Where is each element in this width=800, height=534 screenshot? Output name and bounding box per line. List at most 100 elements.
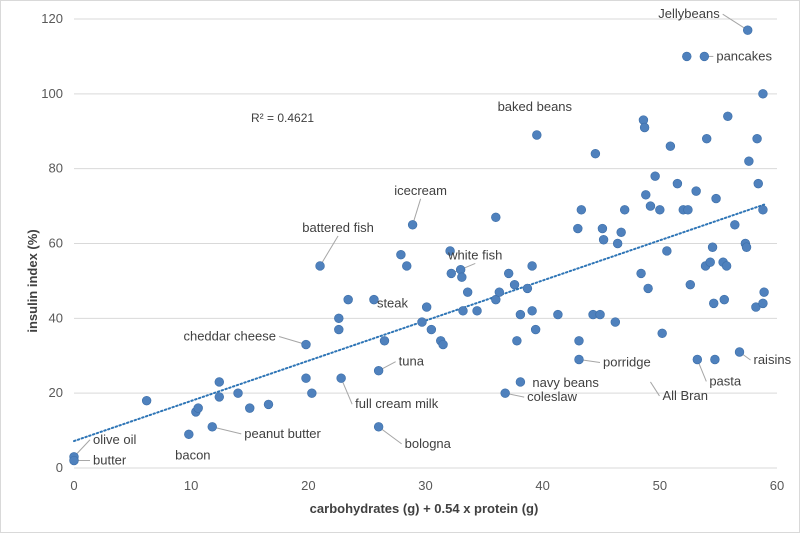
data-point <box>730 220 740 230</box>
data-point <box>530 324 541 335</box>
x-tick-label: 0 <box>70 478 77 493</box>
data-point <box>301 373 311 383</box>
data-point <box>417 317 427 327</box>
annotation-label: battered fish <box>302 220 374 235</box>
data-point <box>69 455 79 466</box>
data-point <box>214 392 224 402</box>
data-point <box>445 246 455 256</box>
annotations: Jellybeans pancakes baked beans icecream bat… <box>93 6 792 467</box>
data-point <box>457 272 467 282</box>
data-point <box>758 298 768 309</box>
data-point <box>515 309 526 320</box>
data-point <box>301 339 311 350</box>
data-point <box>758 205 768 215</box>
data-point <box>639 122 650 133</box>
leader-line <box>212 426 242 435</box>
data-point <box>657 328 667 338</box>
data-point <box>612 238 623 249</box>
annotation-label: tuna <box>399 354 425 369</box>
data-point <box>610 317 621 327</box>
data-point <box>662 246 672 256</box>
data-point <box>472 306 482 316</box>
data-point <box>665 141 676 151</box>
data-point <box>753 178 763 189</box>
annotation-label: pasta <box>709 373 742 388</box>
data-point <box>343 294 353 305</box>
data-point <box>214 377 224 387</box>
data-point <box>655 205 665 215</box>
data-point <box>515 377 526 387</box>
data-point <box>672 178 683 189</box>
data-point <box>503 268 514 279</box>
data-points <box>69 25 769 466</box>
data-point <box>336 373 346 383</box>
data-point <box>691 186 701 196</box>
data-point <box>527 306 537 316</box>
data-point <box>373 366 384 376</box>
data-point <box>369 294 379 305</box>
data-point <box>597 223 608 234</box>
data-point <box>307 388 317 398</box>
leader-line <box>319 235 339 267</box>
data-point <box>379 336 390 346</box>
data-point <box>744 156 754 166</box>
data-point <box>207 422 217 432</box>
data-point <box>532 130 542 140</box>
x-tick-label: 30 <box>418 478 432 493</box>
data-point <box>233 388 243 398</box>
data-point <box>527 261 537 271</box>
leader-line <box>340 378 353 405</box>
data-point <box>759 287 769 297</box>
leader-line <box>722 13 748 31</box>
annotation-label: full cream milk <box>355 396 439 411</box>
x-tick-labels: 0 10 20 30 40 50 60 <box>70 478 784 493</box>
data-point <box>692 354 703 365</box>
data-point <box>184 429 194 440</box>
annotation-label: white fish <box>447 247 502 262</box>
r-squared-label: R² = 0.4621 <box>251 111 314 125</box>
annotation-label: peanut butter <box>244 426 321 441</box>
data-point <box>373 422 384 432</box>
data-point <box>595 309 605 320</box>
data-point <box>402 261 412 271</box>
data-point <box>438 339 448 350</box>
annotation-label: bacon <box>175 447 210 462</box>
data-point <box>141 395 152 406</box>
annotation-label: icecream <box>394 183 447 198</box>
data-point <box>491 212 501 223</box>
y-tick-label: 0 <box>56 460 63 475</box>
data-point <box>743 25 753 35</box>
leader-line <box>650 381 660 397</box>
data-point <box>683 205 693 215</box>
data-point <box>574 336 584 346</box>
data-point <box>590 149 601 159</box>
annotation-label: pancakes <box>716 48 772 63</box>
y-tick-label: 80 <box>49 161 63 176</box>
data-point <box>709 298 719 309</box>
x-tick-label: 40 <box>535 478 549 493</box>
annotation-label: coleslaw <box>527 389 577 404</box>
annotation-label: butter <box>93 453 127 468</box>
x-tick-label: 10 <box>184 478 198 493</box>
data-point <box>494 287 505 297</box>
data-point <box>685 279 695 290</box>
data-point <box>553 309 563 320</box>
y-tick-labels: 0 20 40 60 80 100 120 <box>41 11 63 475</box>
data-point <box>396 250 406 260</box>
data-point <box>641 190 651 200</box>
y-tick-label: 120 <box>41 11 63 26</box>
data-point <box>446 268 456 279</box>
data-point <box>193 403 203 413</box>
data-point <box>650 171 660 181</box>
x-tick-label: 20 <box>301 478 315 493</box>
data-point <box>719 294 729 305</box>
data-point <box>334 324 344 335</box>
gridlines <box>74 18 777 469</box>
data-point <box>458 306 468 316</box>
y-axis-title: insulin index (%) <box>25 229 40 332</box>
annotation-label: baked beans <box>498 99 573 114</box>
data-point <box>721 261 732 271</box>
data-point <box>645 201 656 211</box>
